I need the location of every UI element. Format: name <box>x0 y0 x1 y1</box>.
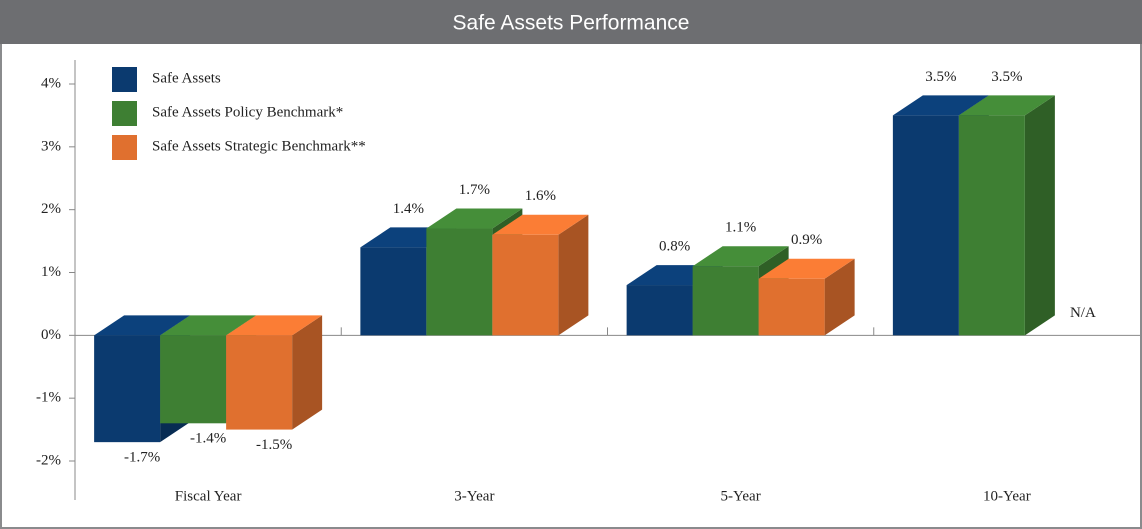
y-tick-label: 0% <box>41 327 61 343</box>
value-label: 1.1% <box>725 220 756 236</box>
value-label: N/A <box>1070 305 1096 321</box>
y-tick-label: 2% <box>41 201 61 217</box>
value-label: 1.6% <box>525 188 556 204</box>
x-tick-label: Fiscal Year <box>175 488 242 504</box>
x-tick-label: 5-Year <box>721 488 761 504</box>
bar-front <box>626 285 693 336</box>
legend-label: Safe Assets <box>152 70 221 86</box>
y-tick-label: 1% <box>41 264 61 280</box>
bar-front <box>426 228 493 336</box>
bar-front <box>360 247 427 336</box>
bar-top <box>958 95 1055 116</box>
legend-label: Safe Assets Strategic Benchmark** <box>152 138 366 154</box>
bar <box>758 258 855 336</box>
x-tick-label: 3-Year <box>454 488 494 504</box>
bar-side <box>1024 95 1055 336</box>
bar-front <box>226 335 293 430</box>
bar-top <box>226 315 323 336</box>
value-label: -1.4% <box>190 431 226 447</box>
value-label: 3.5% <box>925 69 956 85</box>
bar-front <box>892 115 959 336</box>
y-tick-label: 3% <box>41 138 61 154</box>
value-label: -1.7% <box>124 450 160 466</box>
bar-top <box>892 95 989 116</box>
bar-front <box>758 278 825 336</box>
y-tick-label: -2% <box>36 452 61 468</box>
bar-side <box>292 315 323 430</box>
value-label: 0.9% <box>791 232 822 248</box>
legend-swatch <box>112 67 137 92</box>
bar-top <box>94 315 191 336</box>
legend-swatch <box>112 135 137 160</box>
bar-top <box>492 214 589 235</box>
bar-front <box>492 234 559 336</box>
bar-front <box>692 266 759 336</box>
value-label: 3.5% <box>991 69 1022 85</box>
value-label: 0.8% <box>659 239 690 255</box>
bar-side <box>558 214 589 336</box>
value-label: 1.7% <box>459 182 490 198</box>
bar-top <box>160 315 257 336</box>
bar <box>226 315 323 430</box>
legend-label: Safe Assets Policy Benchmark* <box>152 104 343 120</box>
bar-top <box>692 246 789 267</box>
y-tick-label: -1% <box>36 390 61 406</box>
bar <box>958 95 1055 336</box>
bar-side <box>824 258 855 336</box>
bar-front <box>958 115 1025 336</box>
y-tick-label: 4% <box>41 75 61 91</box>
chart-title: Safe Assets Performance <box>453 12 690 35</box>
legend-swatch <box>112 101 137 126</box>
value-label: 1.4% <box>393 201 424 217</box>
title-bar <box>0 0 1142 44</box>
bar-front <box>94 335 161 443</box>
x-tick-label: 10-Year <box>983 488 1031 504</box>
value-label: -1.5% <box>256 437 292 453</box>
bar-front <box>160 335 227 424</box>
bar <box>492 214 589 336</box>
bar-top <box>426 208 523 229</box>
bar-top <box>758 258 855 279</box>
